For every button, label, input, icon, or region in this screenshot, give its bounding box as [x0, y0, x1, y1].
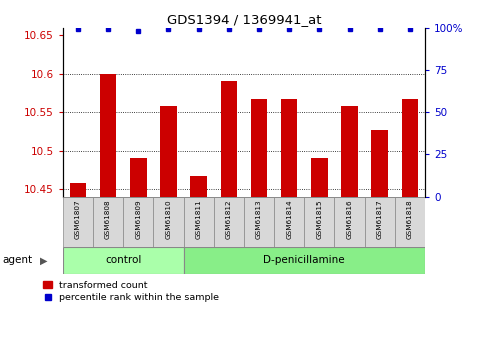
Bar	[244, 197, 274, 247]
Text: control: control	[105, 256, 142, 265]
Text: GSM61810: GSM61810	[166, 200, 171, 239]
Bar	[334, 197, 365, 247]
Text: ▶: ▶	[40, 256, 48, 265]
Bar	[274, 197, 304, 247]
Bar	[251, 99, 267, 197]
Text: GSM61812: GSM61812	[226, 200, 232, 239]
Text: agent: agent	[2, 256, 32, 265]
Text: GSM61813: GSM61813	[256, 200, 262, 239]
Bar	[311, 158, 327, 197]
Bar	[63, 247, 184, 274]
Bar	[281, 99, 298, 197]
Bar	[63, 197, 93, 247]
Bar	[130, 158, 146, 197]
Bar	[184, 247, 425, 274]
Bar	[213, 197, 244, 247]
Bar	[93, 197, 123, 247]
Text: D-penicillamine: D-penicillamine	[264, 256, 345, 265]
Bar	[184, 197, 213, 247]
Bar	[70, 183, 86, 197]
Text: GSM61818: GSM61818	[407, 200, 413, 239]
Bar	[190, 176, 207, 197]
Text: GSM61817: GSM61817	[377, 200, 383, 239]
Text: GSM61808: GSM61808	[105, 200, 111, 239]
Bar	[100, 74, 116, 197]
Text: GSM61811: GSM61811	[196, 200, 201, 239]
Bar	[341, 106, 358, 197]
Text: GSM61809: GSM61809	[135, 200, 141, 239]
Bar	[154, 197, 184, 247]
Bar	[395, 197, 425, 247]
Bar	[371, 130, 388, 197]
Legend: transformed count, percentile rank within the sample: transformed count, percentile rank withi…	[43, 281, 219, 303]
Bar	[365, 197, 395, 247]
Bar	[402, 99, 418, 197]
Bar	[304, 197, 334, 247]
Text: GSM61814: GSM61814	[286, 200, 292, 239]
Bar	[160, 106, 177, 197]
Text: GSM61816: GSM61816	[347, 200, 353, 239]
Text: GSM61807: GSM61807	[75, 200, 81, 239]
Title: GDS1394 / 1369941_at: GDS1394 / 1369941_at	[167, 13, 321, 27]
Bar	[221, 81, 237, 197]
Text: GSM61815: GSM61815	[316, 200, 322, 239]
Bar	[123, 197, 154, 247]
